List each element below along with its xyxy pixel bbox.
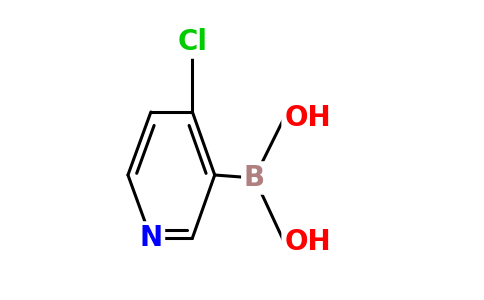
Text: OH: OH — [284, 228, 331, 256]
Text: B: B — [244, 164, 265, 192]
Text: OH: OH — [284, 104, 331, 132]
Text: N: N — [139, 224, 163, 252]
Text: Cl: Cl — [178, 28, 208, 56]
